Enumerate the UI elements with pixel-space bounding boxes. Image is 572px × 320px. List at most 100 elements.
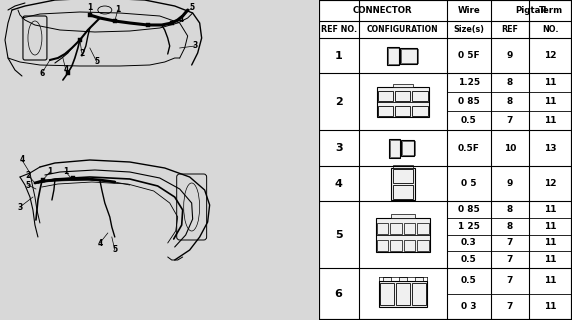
Text: 0 85: 0 85 bbox=[458, 205, 480, 214]
Text: 0 3: 0 3 bbox=[461, 302, 476, 311]
Text: Wire: Wire bbox=[458, 6, 480, 15]
Text: 7: 7 bbox=[507, 238, 513, 247]
Text: 11: 11 bbox=[544, 238, 557, 247]
Text: 9: 9 bbox=[507, 51, 513, 60]
Text: 5: 5 bbox=[189, 4, 194, 12]
Text: NO.: NO. bbox=[542, 25, 559, 34]
Bar bbox=[71, 176, 75, 180]
Text: 6: 6 bbox=[39, 68, 45, 77]
Text: 2  3: 2 3 bbox=[345, 56, 353, 60]
Text: 0.3: 0.3 bbox=[461, 238, 476, 247]
Text: Pigtail: Pigtail bbox=[516, 6, 547, 15]
Text: 2: 2 bbox=[335, 97, 343, 107]
Bar bbox=[377, 223, 388, 234]
Text: 7: 7 bbox=[507, 302, 513, 311]
Text: 11: 11 bbox=[544, 97, 557, 107]
Text: 1: 1 bbox=[335, 51, 343, 61]
Text: 4: 4 bbox=[63, 66, 69, 75]
Bar bbox=[393, 84, 413, 87]
Bar bbox=[337, 270, 342, 282]
Bar bbox=[170, 21, 174, 25]
Bar bbox=[404, 223, 415, 234]
Bar bbox=[402, 141, 415, 155]
Bar bbox=[399, 277, 407, 281]
Bar bbox=[412, 283, 426, 305]
Text: 5: 5 bbox=[25, 180, 30, 189]
Bar bbox=[113, 19, 117, 23]
Bar bbox=[378, 106, 393, 116]
Bar bbox=[401, 140, 414, 156]
Text: 2: 2 bbox=[25, 171, 30, 180]
Text: 5: 5 bbox=[335, 230, 343, 240]
Text: 8: 8 bbox=[507, 222, 513, 231]
Text: 4: 4 bbox=[19, 156, 25, 164]
Bar bbox=[377, 240, 388, 251]
Text: 11: 11 bbox=[544, 205, 557, 214]
Text: 11: 11 bbox=[544, 276, 557, 285]
Text: 1: 1 bbox=[87, 4, 93, 12]
Text: 4: 4 bbox=[335, 179, 343, 189]
Text: 9: 9 bbox=[507, 179, 513, 188]
Bar bbox=[395, 91, 411, 101]
Text: 3: 3 bbox=[17, 203, 22, 212]
Bar bbox=[387, 47, 399, 65]
Text: CONFIGURATION: CONFIGURATION bbox=[367, 25, 439, 34]
Text: 0 5: 0 5 bbox=[461, 179, 476, 188]
Text: 3: 3 bbox=[335, 143, 343, 153]
Bar bbox=[417, 223, 429, 234]
Text: 2: 2 bbox=[80, 49, 85, 58]
Bar bbox=[337, 53, 342, 67]
Text: 8: 8 bbox=[507, 78, 513, 87]
Bar bbox=[412, 106, 428, 116]
Text: 5: 5 bbox=[112, 245, 117, 254]
Bar bbox=[391, 168, 415, 200]
Bar bbox=[78, 38, 82, 42]
Text: 8: 8 bbox=[507, 205, 513, 214]
Text: CONNECTOR: CONNECTOR bbox=[353, 6, 412, 15]
Text: 0.5: 0.5 bbox=[461, 116, 476, 125]
Text: 1.25: 1.25 bbox=[458, 78, 480, 87]
Text: 12: 12 bbox=[544, 51, 557, 60]
Bar bbox=[391, 214, 415, 218]
Bar bbox=[393, 169, 413, 183]
Bar bbox=[335, 99, 344, 113]
Text: 3: 3 bbox=[192, 42, 197, 51]
Text: 8: 8 bbox=[507, 97, 513, 107]
Bar bbox=[335, 35, 344, 52]
Text: Term: Term bbox=[538, 6, 562, 15]
Bar bbox=[417, 240, 429, 251]
Bar bbox=[395, 106, 411, 116]
Text: 0.5: 0.5 bbox=[461, 276, 476, 285]
Bar bbox=[41, 178, 45, 182]
Bar bbox=[378, 91, 393, 101]
Text: 4: 4 bbox=[97, 238, 102, 247]
Text: 6: 6 bbox=[335, 289, 343, 299]
Bar bbox=[400, 48, 418, 64]
Text: Size(s): Size(s) bbox=[454, 25, 484, 34]
Text: TERMINAL JOINT: TERMINAL JOINT bbox=[319, 7, 382, 13]
Bar bbox=[415, 277, 423, 281]
Bar bbox=[380, 283, 394, 305]
Text: 10: 10 bbox=[504, 144, 516, 153]
Bar bbox=[379, 281, 427, 307]
Text: 0 5F: 0 5F bbox=[458, 51, 480, 60]
Text: 5: 5 bbox=[94, 58, 100, 67]
Bar bbox=[412, 91, 428, 101]
Text: 1 25: 1 25 bbox=[458, 222, 480, 231]
Text: 13: 13 bbox=[544, 144, 557, 153]
Text: 12: 12 bbox=[544, 179, 557, 188]
Text: 11: 11 bbox=[544, 78, 557, 87]
Text: 11: 11 bbox=[544, 116, 557, 125]
Text: PIGTAIL: PIGTAIL bbox=[336, 288, 365, 294]
Text: 0.5F: 0.5F bbox=[458, 144, 480, 153]
Bar bbox=[146, 23, 150, 27]
Bar bbox=[66, 71, 70, 75]
Text: 11: 11 bbox=[544, 222, 557, 231]
Bar bbox=[393, 185, 413, 199]
Bar bbox=[335, 68, 344, 84]
Bar bbox=[377, 87, 429, 117]
Bar bbox=[390, 240, 402, 251]
Bar bbox=[393, 165, 413, 168]
Bar bbox=[383, 277, 391, 281]
Bar bbox=[88, 13, 92, 17]
